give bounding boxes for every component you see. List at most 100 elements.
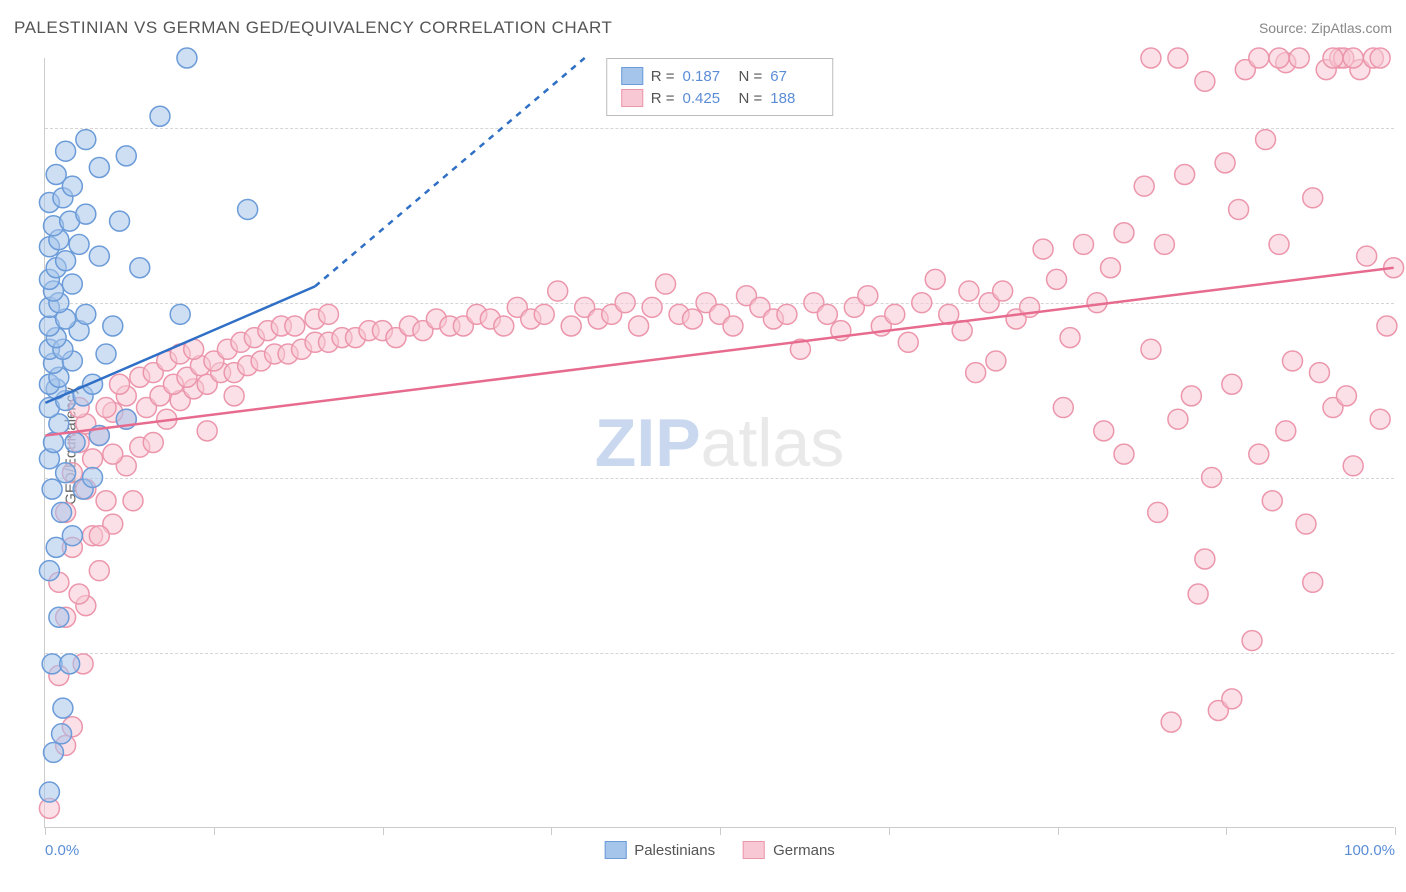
germans-point [69,584,89,604]
legend-label-germans: Germans [773,842,835,859]
germans-point [1303,188,1323,208]
germans-point [1168,48,1188,68]
germans-point [1269,234,1289,254]
swatch-germans [621,89,643,107]
trend-line [45,268,1393,436]
germans-point [1229,199,1249,219]
germans-point [986,351,1006,371]
palestinians-point [53,698,73,718]
legend-r-ger: 0.425 [683,90,731,107]
xtick [551,827,552,835]
germans-point [1114,444,1134,464]
germans-point [110,374,130,394]
trend-line [315,58,585,286]
swatch-palestinians [604,841,626,859]
series-legend: Palestinians Germans [604,841,835,859]
germans-point [1053,398,1073,418]
germans-point [1060,328,1080,348]
palestinians-point [43,742,63,762]
germans-point [89,526,109,546]
germans-point [1033,239,1053,259]
xtick-label: 0.0% [45,842,79,859]
germans-point [1134,176,1154,196]
germans-point [89,561,109,581]
palestinians-point [62,274,82,294]
germans-point [1370,409,1390,429]
xtick [214,827,215,835]
germans-point [1309,363,1329,383]
germans-point [224,386,244,406]
palestinians-point [76,304,96,324]
palestinians-point [69,234,89,254]
germans-point [683,309,703,329]
germans-point [1101,258,1121,278]
scatter-svg [45,58,1394,827]
palestinians-point [150,106,170,126]
germans-point [1296,514,1316,534]
germans-point [1343,456,1363,476]
germans-point [656,274,676,294]
palestinians-point [76,130,96,150]
xtick [1395,827,1396,835]
germans-point [143,433,163,453]
palestinians-point [83,467,103,487]
germans-point [1276,421,1296,441]
palestinians-point [52,724,72,744]
germans-point [1249,48,1269,68]
xtick [383,827,384,835]
chart-title: PALESTINIAN VS GERMAN GED/EQUIVALENCY CO… [14,18,612,38]
xtick [45,827,46,835]
germans-point [1242,631,1262,651]
germans-point [83,449,103,469]
germans-point [1195,549,1215,569]
palestinians-point [56,141,76,161]
xtick-label: 100.0% [1344,842,1395,859]
germans-point [1114,223,1134,243]
germans-point [1195,71,1215,91]
germans-point [966,363,986,383]
germans-point [993,281,1013,301]
palestinians-point [56,251,76,271]
palestinians-point [39,561,59,581]
correlation-legend: R = 0.187 N = 67 R = 0.425 N = 188 [606,58,834,116]
germans-point [534,304,554,324]
germans-point [1141,48,1161,68]
chart-source: Source: ZipAtlas.com [1259,20,1392,36]
germans-point [1168,409,1188,429]
palestinians-point [42,479,62,499]
germans-point [123,491,143,511]
germans-point [1161,712,1181,732]
legend-r-label: R = [651,68,675,85]
palestinians-point [116,146,136,166]
germans-point [548,281,568,301]
palestinians-point [110,211,130,231]
germans-point [1154,234,1174,254]
germans-point [1269,48,1289,68]
germans-point [96,398,116,418]
palestinians-point [89,158,109,178]
germans-point [777,304,797,324]
swatch-germans [743,841,765,859]
legend-item-palestinians: Palestinians [604,841,715,859]
chart-header: PALESTINIAN VS GERMAN GED/EQUIVALENCY CO… [14,18,1392,38]
palestinians-point [65,433,85,453]
palestinians-point [46,165,66,185]
xtick [1226,827,1227,835]
germans-point [1215,153,1235,173]
germans-point [1148,502,1168,522]
germans-point [1094,421,1114,441]
germans-point [1262,491,1282,511]
germans-point [817,304,837,324]
germans-point [494,316,514,336]
palestinians-point [62,526,82,546]
palestinians-point [76,204,96,224]
palestinians-point [96,344,116,364]
palestinians-point [238,199,258,219]
xtick [720,827,721,835]
germans-point [898,332,918,352]
germans-point [858,286,878,306]
germans-point [615,293,635,313]
palestinians-point [60,654,80,674]
swatch-palestinians [621,67,643,85]
palestinians-point [49,607,69,627]
